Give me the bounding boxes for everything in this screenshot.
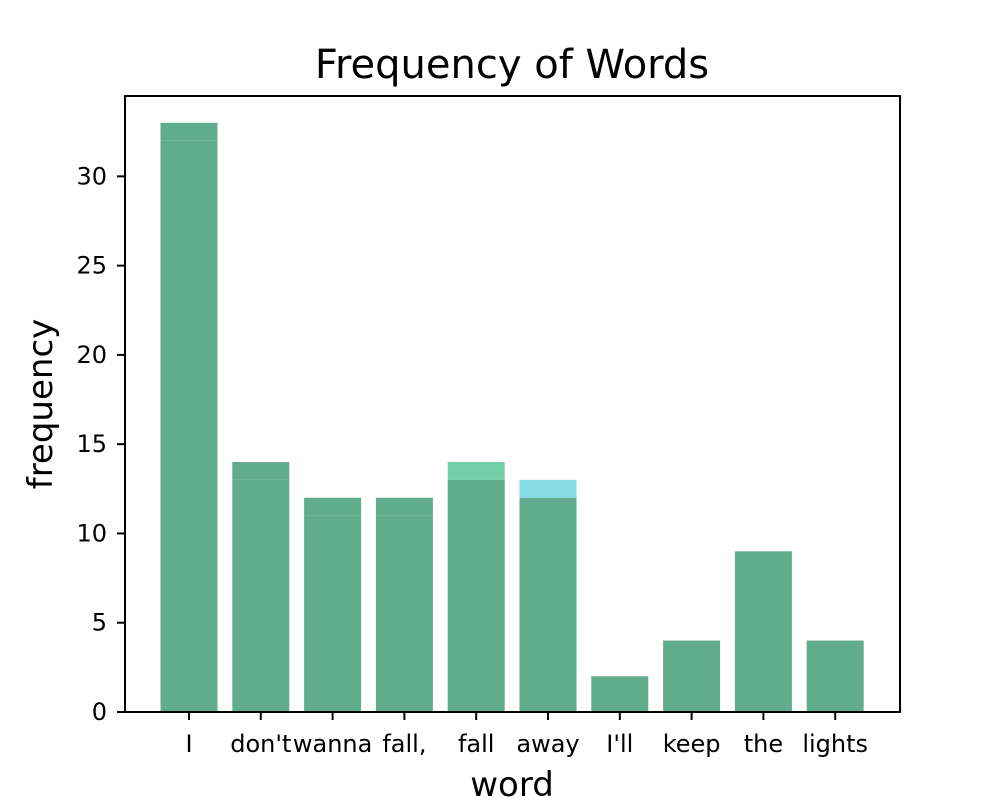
x-tick-label-9: lights: [802, 730, 868, 758]
bar-8: [734, 551, 792, 712]
bar-6: [591, 676, 649, 712]
y-axis-label: frequency: [21, 319, 61, 490]
bar-3: [375, 515, 433, 712]
bar-top-0: [160, 122, 218, 141]
chart-title: Frequency of Words: [315, 42, 709, 88]
y-tick-label-6: 30: [76, 162, 107, 190]
x-tick-label-8: the: [744, 730, 783, 758]
x-tick-label-2: wanna: [293, 730, 372, 758]
y-axis: 0 5 10 15 20 25 30: [76, 162, 125, 726]
y-tick-label-0: 0: [92, 698, 107, 726]
x-tick-label-7: keep: [663, 730, 721, 758]
bar-top-1: [232, 462, 290, 480]
bar-5: [519, 497, 577, 712]
bar-2: [304, 515, 362, 712]
x-tick-label-0: I: [185, 730, 192, 758]
y-tick-label-5: 25: [76, 252, 107, 280]
y-tick-label-4: 20: [76, 341, 107, 369]
x-tick-label-5: away: [516, 730, 579, 758]
bar-top-4: [447, 462, 505, 480]
x-tick-label-6: I'll: [606, 730, 633, 758]
y-tick-label-1: 5: [92, 609, 107, 637]
x-tick-label-3: fall,: [382, 730, 426, 758]
plot-frame: [124, 95, 901, 713]
x-axis-label: word: [470, 765, 554, 800]
bar-top-5: [519, 479, 577, 498]
bar-7: [663, 640, 721, 712]
bar-4: [447, 479, 505, 712]
bar-1: [232, 479, 290, 712]
x-tick-label-4: fall: [458, 730, 495, 758]
bar-9: [806, 640, 864, 712]
bar-top-2: [304, 497, 362, 516]
y-tick-label-2: 10: [76, 519, 107, 547]
bar-top-3: [375, 497, 433, 516]
x-tick-label-1: don't: [230, 730, 291, 758]
bars-group: [160, 122, 864, 712]
bar-0: [160, 140, 218, 712]
y-tick-label-3: 15: [76, 430, 107, 458]
